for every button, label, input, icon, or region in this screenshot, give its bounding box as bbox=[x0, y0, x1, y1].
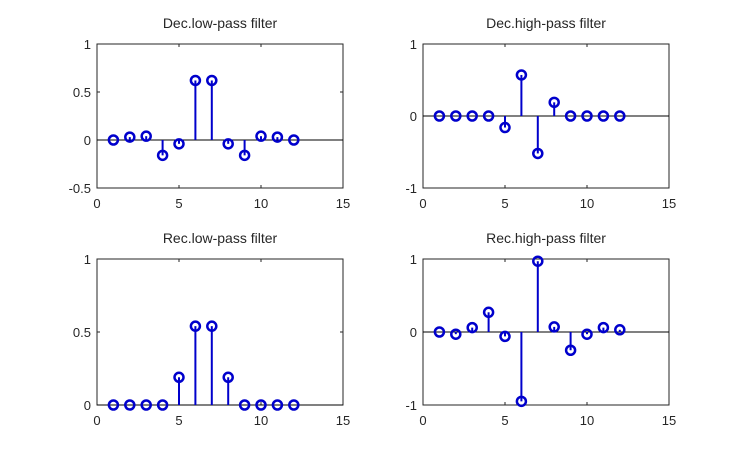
stem-marker bbox=[222, 371, 234, 384]
stem-marker bbox=[189, 320, 202, 332]
x-tick-label: 10 bbox=[580, 196, 594, 211]
stem-marker bbox=[532, 147, 544, 160]
stem-marker bbox=[189, 74, 202, 87]
stem-marker bbox=[532, 255, 544, 267]
stem-marker bbox=[255, 399, 267, 411]
stem-marker bbox=[564, 110, 577, 122]
x-tick-label: 15 bbox=[662, 196, 676, 211]
stem-marker bbox=[140, 130, 152, 142]
stem-marker bbox=[288, 134, 300, 146]
stem-marker bbox=[466, 321, 478, 334]
y-tick-label: 0 bbox=[84, 398, 91, 413]
x-tick-label: 5 bbox=[175, 196, 182, 211]
stem-marker bbox=[450, 328, 462, 340]
stem-marker bbox=[156, 399, 169, 411]
stem-marker bbox=[271, 399, 284, 411]
stem-marker bbox=[222, 138, 234, 150]
y-tick-label: 0.5 bbox=[73, 85, 91, 100]
stem-marker bbox=[238, 149, 251, 162]
chart-title: Rec.high-pass filter bbox=[486, 230, 606, 246]
y-tick-label: 1 bbox=[410, 37, 417, 52]
stem-marker bbox=[255, 130, 267, 142]
x-tick-label: 15 bbox=[662, 413, 676, 428]
stem-marker bbox=[173, 138, 185, 150]
stem-marker bbox=[238, 399, 251, 411]
stem-marker bbox=[499, 330, 511, 343]
stem-marker bbox=[482, 110, 495, 122]
stem-marker bbox=[564, 344, 577, 356]
y-tick-label: 1 bbox=[84, 252, 91, 267]
stem-marker bbox=[124, 131, 136, 143]
stem-marker bbox=[466, 110, 478, 122]
chart-title: Dec.low-pass filter bbox=[163, 15, 278, 31]
x-tick-label: 0 bbox=[419, 196, 426, 211]
x-tick-label: 5 bbox=[501, 413, 508, 428]
stem-marker bbox=[597, 110, 610, 122]
stem-marker bbox=[288, 399, 300, 411]
x-tick-label: 15 bbox=[336, 196, 350, 211]
x-tick-label: 10 bbox=[580, 413, 594, 428]
stem-marker bbox=[206, 320, 218, 332]
stem-marker bbox=[433, 110, 446, 122]
stem-marker bbox=[107, 134, 120, 146]
x-tick-label: 0 bbox=[93, 413, 100, 428]
y-tick-label: 1 bbox=[84, 37, 91, 52]
axes-box bbox=[96, 43, 344, 189]
stem-marker bbox=[548, 96, 560, 109]
stem-marker bbox=[173, 371, 185, 384]
x-tick-label: 5 bbox=[501, 196, 508, 211]
stem-marker bbox=[548, 321, 560, 333]
y-tick-label: 0 bbox=[410, 109, 417, 124]
stem-marker bbox=[515, 395, 528, 408]
y-tick-label: 0 bbox=[84, 133, 91, 148]
stem-marker bbox=[107, 399, 120, 411]
stem-marker bbox=[581, 328, 593, 340]
x-tick-label: 5 bbox=[175, 413, 182, 428]
stem-marker bbox=[140, 399, 152, 411]
stem-marker bbox=[124, 399, 136, 411]
y-tick-label: 0 bbox=[410, 325, 417, 340]
x-tick-label: 10 bbox=[254, 196, 268, 211]
x-tick-label: 15 bbox=[336, 413, 350, 428]
y-tick-label: -0.5 bbox=[69, 181, 91, 196]
stem-marker bbox=[271, 131, 284, 143]
stem-marker bbox=[515, 69, 528, 81]
stem-marker bbox=[614, 324, 626, 336]
axes-box bbox=[96, 258, 344, 406]
x-tick-label: 0 bbox=[419, 413, 426, 428]
y-tick-label: -1 bbox=[405, 398, 417, 413]
x-tick-label: 0 bbox=[93, 196, 100, 211]
stem-marker bbox=[206, 74, 218, 87]
stem-marker bbox=[482, 306, 495, 319]
stem-marker bbox=[614, 110, 626, 122]
y-tick-label: 0.5 bbox=[73, 325, 91, 340]
stem-marker bbox=[156, 149, 169, 162]
chart-title: Rec.low-pass filter bbox=[163, 230, 278, 246]
subplot-3: Rec.low-pass filter 0 5 10 15 0 0.5 1 bbox=[73, 230, 350, 428]
y-tick-label: 1 bbox=[410, 252, 417, 267]
stem-marker bbox=[581, 110, 593, 122]
stem-marker bbox=[433, 326, 446, 338]
y-tick-label: -1 bbox=[405, 181, 417, 196]
stem-marker bbox=[499, 121, 511, 134]
stem-marker bbox=[450, 110, 462, 122]
x-tick-label: 10 bbox=[254, 413, 268, 428]
chart-title: Dec.high-pass filter bbox=[486, 15, 606, 31]
stem-marker bbox=[597, 321, 610, 334]
